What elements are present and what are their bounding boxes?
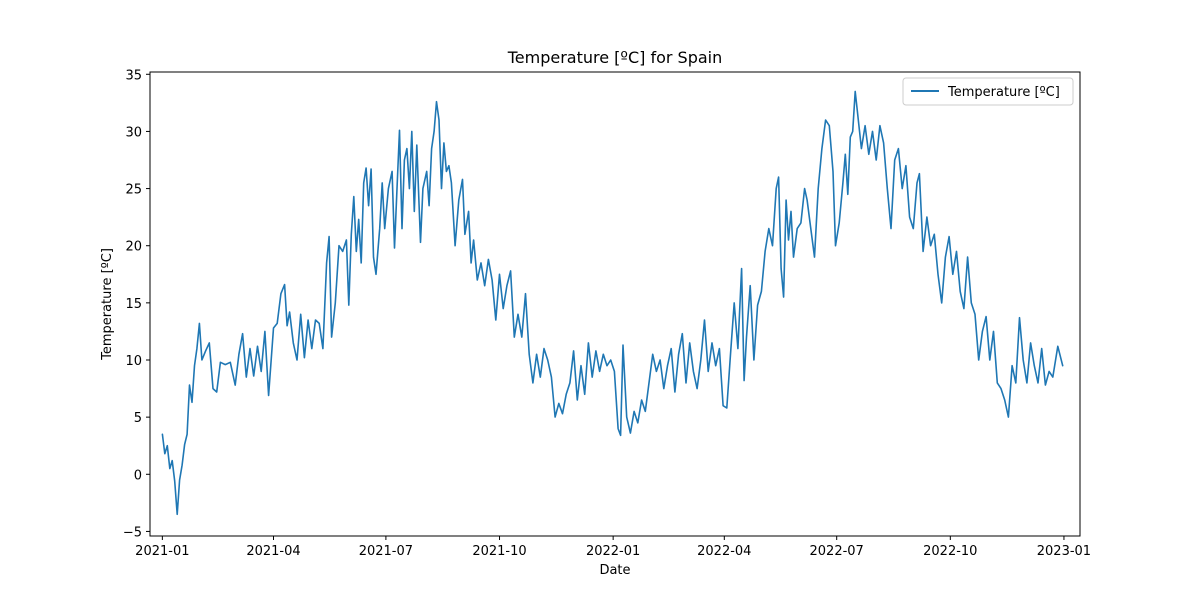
- y-tick-label: 30: [125, 125, 142, 140]
- y-axis: −5 0 5 10 15 20 25 30 35: [123, 68, 150, 540]
- y-tick-label: 25: [125, 183, 142, 198]
- temperature-series-line: [161, 90, 1064, 516]
- x-tick-label: 2022-07: [810, 544, 864, 559]
- y-tick-label: 15: [125, 297, 142, 312]
- x-tick-label: 2022-04: [697, 544, 751, 559]
- x-axis: 2021-01 2021-04 2021-07 2021-10 2022-01 2022-…: [135, 536, 1091, 559]
- y-tick-label: 5: [134, 411, 142, 426]
- series-layer: [161, 90, 1064, 516]
- y-tick-label: 35: [125, 68, 142, 83]
- plot-frame: [149, 71, 1081, 537]
- y-tick-label: 0: [134, 468, 142, 483]
- x-tick-label: 2021-01: [135, 544, 189, 559]
- x-tick-label: 2022-10: [923, 544, 977, 559]
- legend-series-label: Temperature [ºC]: [947, 85, 1060, 100]
- y-tick-label: 10: [125, 354, 142, 369]
- y-tick-label: −5: [123, 525, 142, 540]
- legend: Temperature [ºC]: [902, 77, 1074, 106]
- x-axis-label: Date: [599, 563, 630, 578]
- chart-title: Temperature [ºC] for Spain: [507, 48, 723, 67]
- x-tick-label: 2023-01: [1037, 544, 1091, 559]
- plot-area: [149, 71, 1081, 537]
- legend-box: [902, 77, 1074, 106]
- x-tick-label: 2021-04: [246, 544, 300, 559]
- x-tick-label: 2021-07: [359, 544, 413, 559]
- x-tick-label: 2022-01: [586, 544, 640, 559]
- y-tick-label: 20: [125, 240, 142, 255]
- x-tick-label: 2021-10: [472, 544, 526, 559]
- y-axis-label: Temperature [ºC]: [100, 248, 115, 361]
